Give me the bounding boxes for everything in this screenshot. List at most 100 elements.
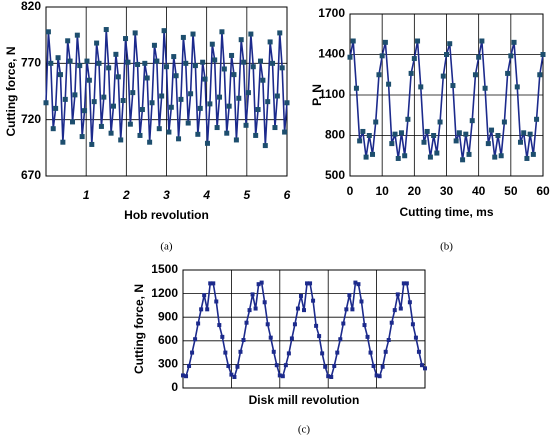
data-point (244, 320, 249, 325)
data-point (255, 107, 261, 113)
x-tick-label: 3 (163, 188, 170, 202)
data-point (96, 60, 102, 66)
data-point (298, 293, 303, 298)
data-point (527, 131, 533, 137)
data-point (256, 282, 261, 287)
data-point (517, 139, 523, 145)
data-point (94, 40, 100, 46)
data-point (419, 363, 424, 368)
data-point (196, 321, 201, 326)
y-tick-label: 1200 (151, 286, 178, 300)
data-point (77, 63, 83, 69)
data-point (437, 119, 443, 125)
data-point (205, 307, 210, 312)
data-point (511, 39, 517, 45)
data-point (323, 364, 328, 369)
data-point (268, 335, 273, 340)
x-tick-label: 5 (243, 188, 250, 202)
data-point (184, 374, 189, 379)
data-point (262, 300, 267, 305)
data-point (395, 292, 400, 297)
data-point (202, 76, 208, 82)
data-point (524, 155, 530, 161)
data-point (514, 84, 520, 90)
data-point (192, 63, 198, 69)
data-point (495, 133, 501, 138)
data-point (450, 83, 456, 89)
data-point (139, 107, 145, 113)
data-point (208, 281, 213, 286)
data-point (45, 29, 51, 35)
data-point (149, 100, 155, 106)
data-point (408, 70, 414, 76)
caption: (a) (160, 241, 173, 253)
data-point (217, 94, 223, 100)
data-point (43, 100, 49, 106)
data-point (183, 60, 189, 66)
data-point (185, 120, 191, 126)
data-point (413, 335, 418, 340)
data-point (257, 58, 263, 64)
data-point (335, 350, 340, 355)
data-point (277, 30, 283, 36)
data-point (530, 151, 536, 157)
data-point (404, 281, 409, 286)
data-point (50, 126, 56, 132)
data-point (220, 334, 225, 339)
data-point (350, 307, 355, 312)
data-point (401, 281, 406, 286)
data-point (151, 42, 157, 48)
data-point (154, 58, 160, 64)
x-tick-label: 20 (408, 184, 422, 198)
data-point (101, 94, 107, 100)
y-tick-label: 820 (21, 0, 41, 13)
data-point (537, 72, 543, 78)
data-point (521, 130, 527, 136)
data-point (460, 157, 466, 163)
x-tick-label: 40 (472, 184, 486, 198)
data-point (190, 350, 195, 355)
data-point (82, 108, 88, 114)
data-point (253, 132, 259, 138)
data-point (224, 130, 230, 136)
data-point (392, 308, 397, 313)
data-point (98, 123, 104, 129)
data-point (187, 363, 192, 368)
data-point (89, 141, 95, 147)
data-point (344, 307, 349, 312)
data-point (356, 282, 361, 287)
data-point (207, 101, 213, 107)
data-point (132, 30, 138, 36)
data-point (188, 91, 194, 97)
y-tick-label: 1700 (318, 6, 345, 20)
data-point (110, 103, 116, 109)
data-point (127, 121, 133, 127)
data-point (402, 153, 408, 159)
data-point (365, 334, 370, 339)
data-point (389, 141, 395, 147)
data-point (176, 136, 182, 142)
data-point (368, 350, 373, 355)
data-point (302, 308, 306, 313)
data-point (398, 306, 403, 311)
data-point (135, 61, 141, 67)
data-point (125, 59, 131, 65)
data-point (67, 58, 73, 64)
data-point (282, 129, 288, 135)
data-point (161, 28, 167, 34)
data-point (505, 70, 511, 76)
data-point (534, 116, 540, 122)
data-point (247, 308, 252, 313)
data-point (221, 66, 227, 72)
plot-frame (182, 269, 426, 389)
caption: (c) (298, 424, 311, 435)
y-tick-label: 500 (325, 168, 345, 182)
data-point (241, 59, 247, 65)
data-point (226, 363, 231, 368)
data-point (144, 75, 150, 81)
data-point (326, 374, 331, 379)
data-point (229, 52, 235, 58)
data-point (376, 72, 382, 78)
y-axis-label: P, N (310, 84, 324, 106)
data-point (223, 350, 228, 355)
